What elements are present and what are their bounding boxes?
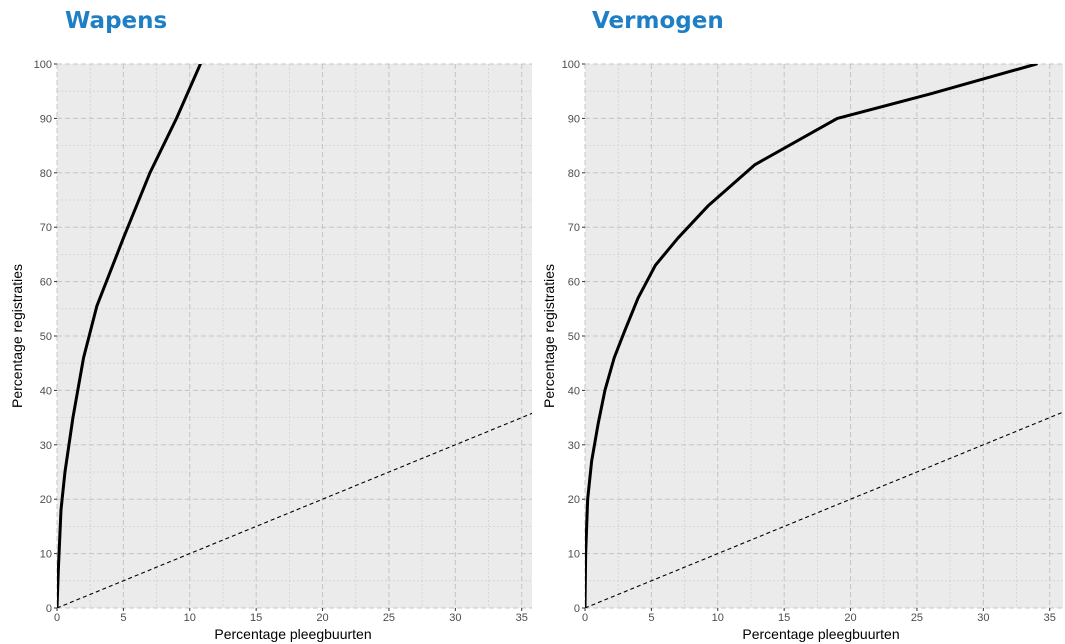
x-tick-label: 35 [516, 612, 528, 624]
x-tick-label: 30 [449, 612, 461, 624]
x-tick-label: 5 [120, 612, 126, 624]
x-tick-label: 15 [250, 612, 262, 624]
y-tick-label: 20 [40, 494, 52, 506]
y-tick-label: 70 [568, 222, 580, 234]
x-tick-label: 0 [582, 612, 588, 624]
x-tick-label: 25 [911, 612, 923, 624]
y-tick-label: 90 [568, 113, 580, 125]
y-tick-label: 10 [568, 549, 580, 561]
y-tick-label: 30 [568, 440, 580, 452]
chart-title: Wapens [65, 8, 168, 34]
chart-panel-vermogen: Vermogen 0 5 10 15 20 25 30 35 0 10 20 30 40 50 60 70 80… [532, 0, 1064, 644]
x-tick-label: 10 [712, 612, 724, 624]
lorenz-curve [585, 64, 1038, 608]
y-tick-label: 40 [40, 385, 52, 397]
y-tick-label: 10 [40, 549, 52, 561]
lorenz-curve [57, 64, 202, 608]
x-tick-label: 0 [54, 612, 60, 624]
y-tick-label: 60 [568, 277, 580, 289]
chart-vermogen: 0 5 10 15 20 25 30 35 0 10 20 30 40 50 60 70 80 90 100 Perc… [541, 59, 1063, 642]
x-axis-label: Percentage pleegbuurten [214, 626, 371, 642]
chart-panel-wapens: Wapens 0 5 10 15 20 25 30 35 0 10 20 30 40 50 60 70 80 90… [0, 0, 532, 644]
x-tick-label: 20 [844, 612, 856, 624]
y-tick-label: 0 [574, 603, 580, 615]
x-tick-label: 35 [1044, 612, 1056, 624]
x-axis-label: Percentage pleegbuurten [742, 626, 899, 642]
y-tick-label: 80 [568, 168, 580, 180]
y-tick-label: 80 [40, 168, 52, 180]
series-group [585, 64, 1063, 608]
chart-wapens: 0 5 10 15 20 25 30 35 0 10 20 30 40 50 60 70 80 90 100 Perc… [9, 59, 532, 642]
series-group [57, 64, 532, 608]
chart-title: Vermogen [592, 8, 724, 34]
reference-line [57, 412, 532, 608]
x-tick-label: 5 [648, 612, 654, 624]
y-tick-label: 90 [40, 113, 52, 125]
y-tick-label: 50 [568, 331, 580, 343]
x-tick-label: 15 [778, 612, 790, 624]
y-tick-label: 50 [40, 331, 52, 343]
x-tick-label: 30 [977, 612, 989, 624]
y-tick-label: 30 [40, 440, 52, 452]
y-tick-label: 20 [568, 494, 580, 506]
x-tick-label: 20 [316, 612, 328, 624]
y-tick-label: 0 [46, 603, 52, 615]
reference-line [585, 411, 1063, 608]
y-tick-label: 40 [568, 385, 580, 397]
y-tick-label: 100 [562, 59, 580, 71]
y-tick-label: 70 [40, 222, 52, 234]
y-axis-label: Percentage registraties [541, 264, 557, 408]
x-tick-label: 25 [383, 612, 395, 624]
y-axis-label: Percentage registraties [9, 264, 25, 408]
plot-background [585, 64, 1063, 608]
x-tick-label: 10 [184, 612, 196, 624]
y-tick-label: 60 [40, 277, 52, 289]
y-tick-label: 100 [34, 59, 52, 71]
